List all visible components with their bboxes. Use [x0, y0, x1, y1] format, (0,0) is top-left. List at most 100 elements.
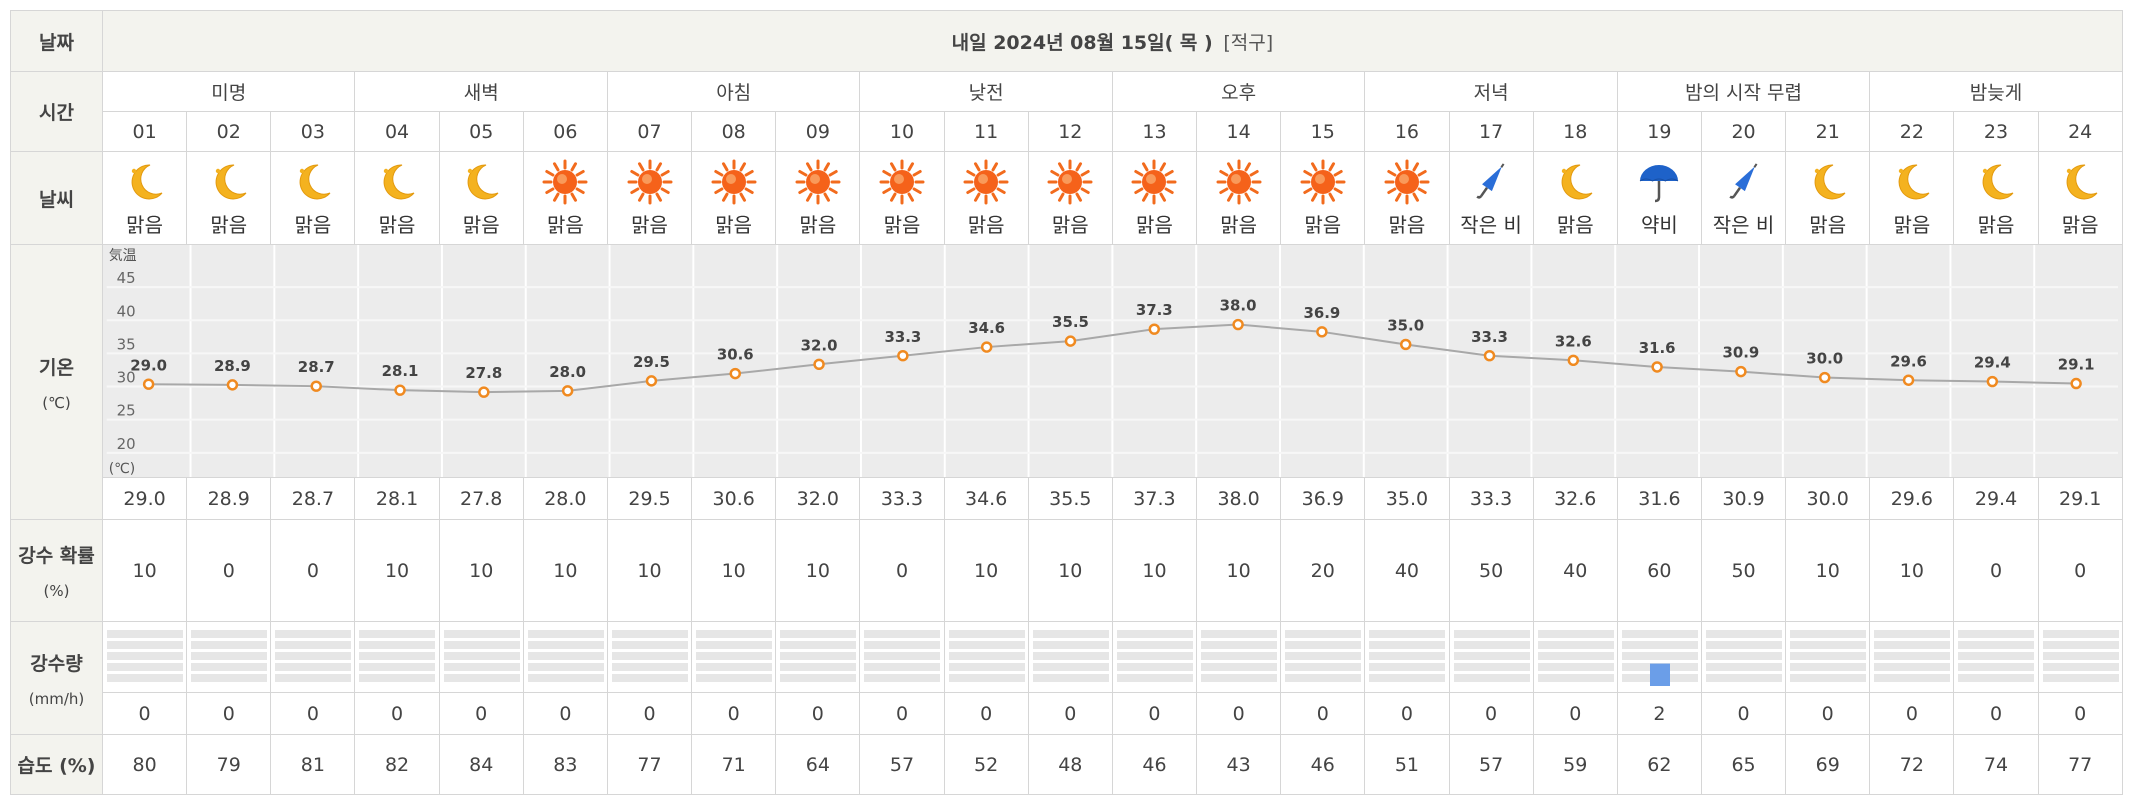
precip-amount-value: 0	[1364, 692, 1450, 735]
weather-condition: 맑음	[378, 212, 416, 237]
humidity-value: 74	[1953, 734, 2039, 795]
precip-amount-value: 0	[1953, 692, 2039, 735]
temperature-data-label: 35.0	[1387, 316, 1424, 334]
precip-bar-track	[780, 674, 857, 682]
temperature-point	[226, 379, 239, 391]
precip-bar-track	[107, 630, 183, 638]
weather-condition: 맑음	[1051, 212, 1089, 237]
precip-probability-value: 10	[1785, 519, 1871, 622]
temperature-point	[2070, 377, 2082, 390]
precip-bar-cell	[1027, 621, 1113, 693]
y-axis-label-bottom: (℃)	[109, 461, 136, 477]
temperature-data-label: 31.6	[1639, 339, 1676, 357]
moon-icon	[2039, 159, 2122, 205]
hour-cell: 04	[354, 111, 440, 152]
precip-bar-chart	[2042, 630, 2119, 682]
humidity-value: 46	[1280, 734, 1366, 795]
weather-label: 날씨	[10, 151, 103, 245]
precip-bar-track	[1790, 630, 1867, 638]
precip-bar-track	[1537, 652, 1614, 660]
precip-amount-value: 0	[1448, 692, 1534, 735]
humidity-value: 72	[1869, 734, 1955, 795]
hour-cell: 15	[1280, 111, 1366, 152]
umbrella-icon	[1618, 159, 1701, 205]
precip-bar-track	[107, 663, 183, 671]
precip-probability-value: 0	[1953, 519, 2039, 622]
temperature-point	[1148, 323, 1161, 335]
hour-cell: 12	[1027, 111, 1113, 152]
humidity-value: 65	[1700, 734, 1787, 795]
precip-bar-cell	[1700, 621, 1787, 693]
moon-icon	[355, 159, 438, 205]
weather-cell: 맑음	[691, 151, 777, 245]
temperature-point	[813, 358, 825, 371]
precip-bar-chart	[1790, 630, 1867, 682]
precip-bar-track	[864, 674, 941, 682]
weather-cell: 맑음	[1532, 151, 1618, 245]
precip-bar-track	[1201, 630, 1278, 638]
precip-bar-cell	[1869, 621, 1955, 693]
precip-bar-chart	[1453, 630, 1530, 682]
humidity-label: 습도 (%)	[10, 734, 103, 795]
y-tick-label: 30	[117, 369, 136, 387]
precip-bar-track	[1958, 641, 2035, 649]
closed-umbrella-icon	[1450, 159, 1533, 205]
temperature-point	[561, 385, 574, 397]
precip-bar-chart	[1285, 630, 1362, 682]
precip-bar-track	[191, 674, 268, 682]
temperature-data-label: 28.1	[382, 362, 419, 380]
precip-amount-value: 0	[101, 692, 188, 735]
precip-bar-track	[780, 663, 857, 671]
hour-cell: 05	[438, 111, 524, 152]
precip-bar-track	[1116, 630, 1193, 638]
weather-cell: 맑음	[859, 151, 945, 245]
date-label: 날짜	[10, 10, 103, 72]
temperature-data-label: 29.6	[1890, 352, 1927, 370]
precip-bar-track	[1537, 630, 1614, 638]
sun-icon	[524, 159, 607, 205]
precip-probability-value: 10	[943, 519, 1029, 622]
temperature-data-label: 29.1	[2058, 356, 2095, 374]
precip-bar-chart	[611, 630, 688, 682]
precip-bar-cell	[522, 621, 608, 693]
precip-bar-chart	[1369, 630, 1446, 682]
temperature-point	[980, 341, 993, 353]
precip-amount-value: 0	[943, 692, 1029, 735]
precip-bar-track	[275, 674, 352, 682]
period-header: 밤늦게	[1869, 71, 2123, 112]
sun-icon	[692, 159, 775, 205]
precip-bar-track	[359, 674, 436, 682]
weather-condition: 작은 비	[1712, 212, 1775, 237]
precip-bar-track	[1453, 641, 1530, 649]
temperature-point	[1316, 326, 1328, 338]
region-link[interactable]: [적구]	[1223, 31, 1274, 54]
precip-bar-chart	[359, 630, 436, 682]
temperature-value: 38.0	[1196, 477, 1282, 520]
hour-cell: 22	[1869, 111, 1955, 152]
precip-bar-track	[1116, 652, 1193, 660]
precip-bar-track	[1201, 652, 1278, 660]
humidity-value: 69	[1785, 734, 1871, 795]
weather-condition: 맑음	[1136, 212, 1173, 237]
hour-cell: 21	[1785, 111, 1871, 152]
precip-bar-track	[1705, 641, 1782, 649]
precip-bar-track	[1032, 652, 1109, 660]
precip-bar-track	[1705, 652, 1782, 660]
forecast-container: 날짜 내일 2024년 08월 15일( 목 ) [적구] 시간 미명 새벽 아침 낮…	[10, 10, 2123, 804]
humidity-value: 77	[2037, 734, 2123, 795]
precip-bar-track	[275, 652, 352, 660]
sun-icon	[1197, 159, 1280, 205]
precip-bar-track	[2042, 641, 2119, 649]
temperature-point	[1986, 375, 1999, 388]
temperature-point	[1232, 318, 1244, 331]
period-header: 오후	[1111, 71, 1366, 112]
hour-cell: 23	[1953, 111, 2039, 152]
weather-cell: 맑음	[943, 151, 1029, 245]
sun-icon	[1365, 159, 1448, 205]
sun-icon	[776, 159, 859, 205]
precip-amount-value: 0	[354, 692, 440, 735]
hour-cell: 17	[1448, 111, 1534, 152]
weather-condition: 약비	[1640, 212, 1678, 237]
precip-bar-chart	[275, 630, 352, 682]
temperature-data-label: 28.9	[214, 357, 251, 375]
